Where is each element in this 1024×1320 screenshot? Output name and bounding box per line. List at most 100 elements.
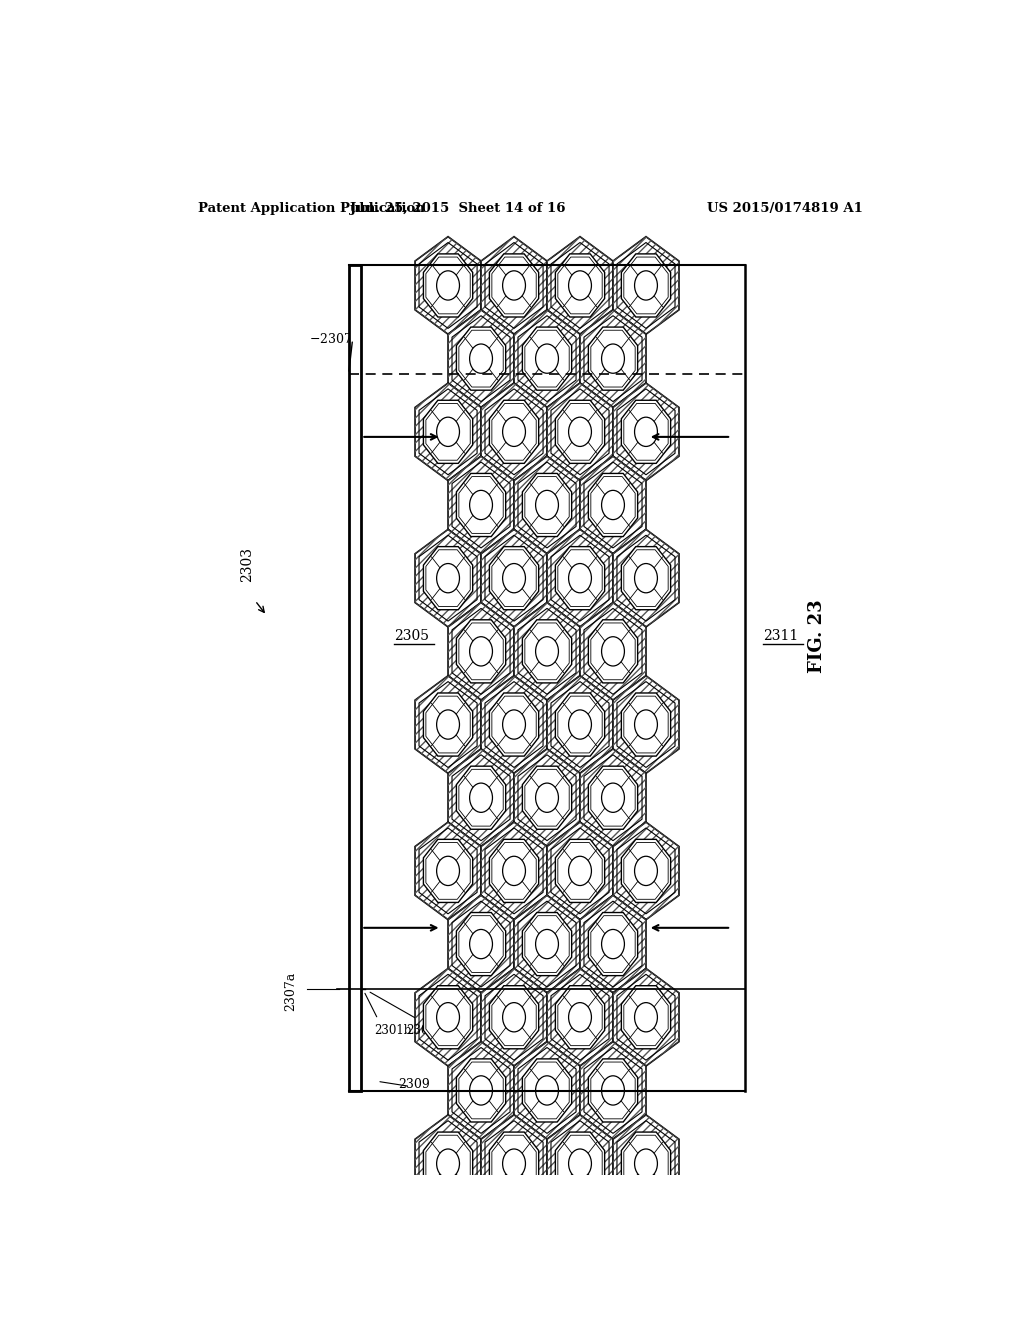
Polygon shape (547, 529, 613, 627)
Polygon shape (589, 327, 638, 391)
Polygon shape (489, 400, 539, 463)
Polygon shape (555, 253, 604, 317)
Circle shape (503, 564, 525, 593)
Text: 2311: 2311 (763, 630, 798, 643)
Polygon shape (415, 529, 481, 627)
Polygon shape (555, 840, 604, 903)
Polygon shape (481, 676, 547, 774)
Polygon shape (522, 620, 571, 682)
Circle shape (601, 1076, 625, 1105)
Polygon shape (522, 912, 571, 975)
Polygon shape (415, 383, 481, 480)
Polygon shape (547, 236, 613, 334)
Polygon shape (481, 236, 547, 334)
Circle shape (568, 271, 592, 300)
Text: FIG. 23: FIG. 23 (808, 599, 825, 673)
Circle shape (601, 783, 625, 812)
Polygon shape (489, 546, 539, 610)
Polygon shape (489, 253, 539, 317)
Polygon shape (449, 310, 514, 408)
Polygon shape (481, 822, 547, 920)
Polygon shape (489, 986, 539, 1049)
Circle shape (536, 490, 558, 520)
Polygon shape (481, 1115, 547, 1212)
Circle shape (568, 857, 592, 886)
Polygon shape (449, 1041, 514, 1139)
Circle shape (436, 564, 460, 593)
Polygon shape (547, 969, 613, 1067)
Polygon shape (622, 1133, 671, 1195)
Circle shape (536, 783, 558, 812)
Polygon shape (589, 766, 638, 829)
Text: 2305: 2305 (394, 630, 429, 643)
Polygon shape (555, 546, 604, 610)
Polygon shape (481, 969, 547, 1067)
Polygon shape (481, 383, 547, 480)
Polygon shape (489, 693, 539, 756)
Polygon shape (514, 748, 580, 846)
Polygon shape (622, 400, 671, 463)
Polygon shape (555, 693, 604, 756)
Text: 2301b: 2301b (374, 1024, 412, 1038)
Polygon shape (415, 822, 481, 920)
Circle shape (601, 636, 625, 667)
Text: 2307a: 2307a (285, 973, 297, 1011)
Circle shape (436, 1148, 460, 1179)
Polygon shape (613, 1115, 679, 1212)
Circle shape (470, 490, 493, 520)
Polygon shape (613, 676, 679, 774)
Circle shape (503, 271, 525, 300)
Text: US 2015/0174819 A1: US 2015/0174819 A1 (708, 202, 863, 215)
Polygon shape (423, 1133, 473, 1195)
Text: $\mathregular{-}$2307b: $\mathregular{-}$2307b (309, 333, 360, 346)
Circle shape (635, 1003, 657, 1032)
Circle shape (536, 1076, 558, 1105)
Circle shape (503, 710, 525, 739)
Polygon shape (423, 253, 473, 317)
Polygon shape (457, 327, 506, 391)
Polygon shape (415, 1115, 481, 1212)
Circle shape (436, 857, 460, 886)
Polygon shape (613, 529, 679, 627)
Polygon shape (622, 253, 671, 317)
Circle shape (568, 564, 592, 593)
Circle shape (568, 417, 592, 446)
Polygon shape (580, 1041, 646, 1139)
Polygon shape (622, 840, 671, 903)
Circle shape (470, 1076, 493, 1105)
Polygon shape (555, 1133, 604, 1195)
Circle shape (601, 490, 625, 520)
Text: 2301a: 2301a (406, 1024, 442, 1038)
Circle shape (470, 345, 493, 374)
Polygon shape (589, 912, 638, 975)
Polygon shape (423, 986, 473, 1049)
Circle shape (568, 710, 592, 739)
Polygon shape (555, 400, 604, 463)
Polygon shape (449, 602, 514, 700)
Circle shape (536, 636, 558, 667)
Polygon shape (423, 840, 473, 903)
Polygon shape (457, 474, 506, 536)
Polygon shape (481, 529, 547, 627)
Polygon shape (457, 620, 506, 682)
Polygon shape (457, 766, 506, 829)
Circle shape (635, 857, 657, 886)
Polygon shape (514, 602, 580, 700)
Polygon shape (580, 310, 646, 408)
Circle shape (536, 929, 558, 958)
Circle shape (436, 417, 460, 446)
Polygon shape (580, 748, 646, 846)
Polygon shape (613, 822, 679, 920)
Polygon shape (514, 1041, 580, 1139)
Circle shape (503, 417, 525, 446)
Polygon shape (589, 474, 638, 536)
Polygon shape (449, 895, 514, 993)
Polygon shape (547, 822, 613, 920)
Polygon shape (449, 748, 514, 846)
Polygon shape (555, 986, 604, 1049)
Circle shape (635, 271, 657, 300)
Polygon shape (489, 1133, 539, 1195)
Circle shape (568, 1003, 592, 1032)
Circle shape (635, 564, 657, 593)
Polygon shape (589, 1059, 638, 1122)
